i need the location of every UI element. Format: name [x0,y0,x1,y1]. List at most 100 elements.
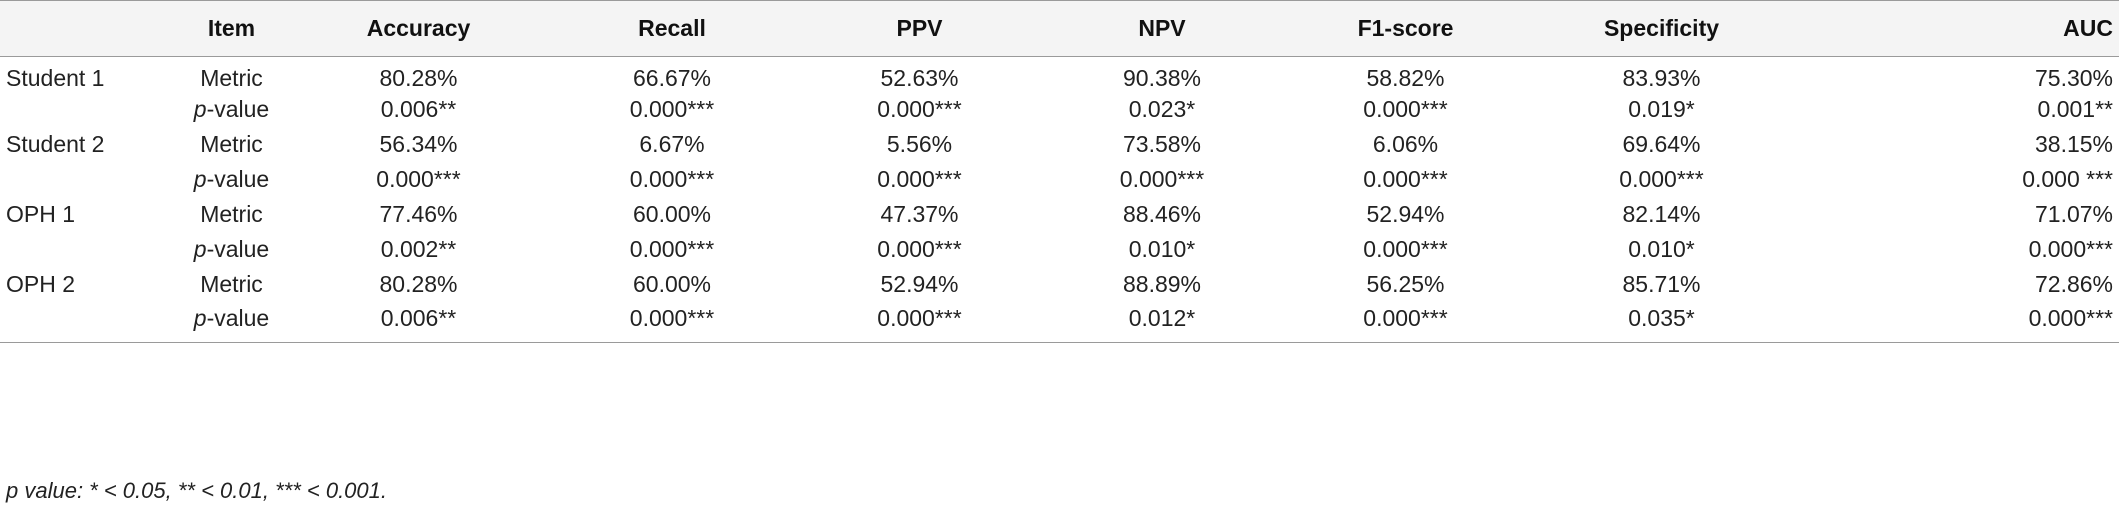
pvalue-cell: 0.023* [1128,96,1196,122]
pvalue-suffix: -value [206,96,270,122]
pvalue-cell: 0.019* [1628,96,1695,122]
pvalue-suffix: -value [206,305,270,332]
pvalue-cell: 0.000*** [1119,166,1205,192]
pvalue-cell: 0.000*** [376,166,461,192]
pvalue-cell: 0.006** [380,96,457,122]
group-name-empty [0,92,173,127]
metric-cell: 5.56% [886,131,953,157]
group-name-empty [0,302,173,343]
pvalue-cell: 0.035* [1529,302,1794,343]
pvalue-cell: 0.001** [2037,96,2113,122]
metric-cell: 80.28% [379,271,458,297]
item-label-metric: Metric [200,271,263,297]
metric-cell: 58.82% [1366,65,1445,91]
metric-cell: 60.00% [632,201,711,227]
pvalue-cell: 0.010* [1128,236,1196,262]
pvalue-cell: 0.012* [1042,302,1282,343]
table-row-pvalue: p-value 0.002** 0.000*** 0.000*** 0.010* 0.00… [0,232,2119,267]
pvalue-cell: 0.000*** [877,236,962,262]
metric-cell: 88.89% [1122,271,1201,297]
header-item: Item [173,0,290,57]
item-label-metric: Metric [200,65,263,91]
metric-cell: 77.46% [379,201,458,227]
pvalue-suffix: -value [206,236,270,262]
pvalue-prefix: p [193,96,207,122]
table-row-metric: OPH 2 Metric 80.28% 60.00% 52.94% 88.89% 56.25… [0,267,2119,302]
metric-cell: 71.07% [2034,201,2113,227]
metric-cell: 56.25% [1366,271,1445,297]
item-label-pvalue: p-value [173,92,290,127]
metric-cell: 52.94% [1366,201,1445,227]
metric-cell: 82.14% [1622,201,1701,227]
metric-cell: 6.67% [639,131,705,157]
metric-cell: 60.00% [632,271,711,297]
pvalue-cell: 0.000*** [629,96,715,122]
group-name: OPH 1 [6,201,76,227]
pvalue-cell: 0.000 *** [2022,166,2113,192]
group-name: Student 1 [6,65,105,91]
header-f1-score: F1-score [1282,0,1529,57]
metric-cell: 47.37% [880,201,959,227]
metric-cell: 38.15% [2034,131,2113,157]
pvalue-prefix: p [193,166,207,192]
metric-cell: 52.94% [880,271,959,297]
pvalue-cell: 0.000*** [2028,236,2113,262]
header-recall: Recall [547,0,797,57]
metric-cell: 85.71% [1622,271,1701,297]
group-name-empty [0,232,173,267]
metric-cell: 88.46% [1122,201,1201,227]
pvalue-cell: 0.000*** [547,302,797,343]
pvalue-cell: 0.000*** [1363,96,1448,122]
metric-cell: 72.86% [2034,271,2113,297]
table-footnote: p value: * < 0.05, ** < 0.01, *** < 0.00… [6,478,388,503]
table-row-pvalue: p-value 0.006** 0.000*** 0.000*** 0.012* 0.00… [0,302,2119,343]
table-row-metric: OPH 1 Metric 77.46% 60.00% 47.37% 88.46% 52.94… [0,197,2119,232]
pvalue-cell: 0.000*** [1794,302,2119,343]
group-name-empty [0,162,173,197]
metric-cell: 69.64% [1622,131,1701,157]
pvalue-cell: 0.000*** [629,166,715,192]
pvalue-cell: 0.000*** [797,302,1042,343]
pvalue-cell: 0.000*** [1363,166,1448,192]
header-specificity: Specificity [1529,0,1794,57]
metric-cell: 6.06% [1372,131,1439,157]
pvalue-cell: 0.000*** [877,166,962,192]
group-name: Student 2 [6,131,105,157]
item-label-pvalue: p-value [173,302,290,343]
item-label-pvalue: p-value [173,232,290,267]
results-table-container: Item Accuracy Recall PPV NPV F1-score Sp… [0,0,2119,343]
header-npv: NPV [1042,0,1282,57]
item-label-metric: Metric [200,131,263,157]
metric-cell: 90.38% [1122,65,1201,91]
table-row-metric: Student 1 Metric 80.28% 66.67% 52.63% 90.38% 5… [0,57,2119,93]
pvalue-suffix: -value [206,166,270,192]
pvalue-cell: 0.000*** [877,96,962,122]
metric-cell: 83.93% [1622,65,1701,91]
table-row-pvalue: p-value 0.006** 0.000*** 0.000*** 0.023* 0.00… [0,92,2119,127]
item-label-metric: Metric [200,201,263,227]
pvalue-cell: 0.000*** [1282,302,1529,343]
header-accuracy: Accuracy [290,0,547,57]
table-header-row: Item Accuracy Recall PPV NPV F1-score Sp… [0,0,2119,57]
pvalue-cell: 0.002** [380,236,457,262]
group-name: OPH 2 [6,271,76,297]
pvalue-cell: 0.000*** [629,236,715,262]
pvalue-cell: 0.010* [1628,236,1695,262]
pvalue-cell: 0.000*** [1619,166,1704,192]
header-group [0,0,173,57]
metric-cell: 80.28% [379,65,458,91]
pvalue-prefix: p [193,236,207,262]
metric-cell: 66.67% [632,65,711,91]
metric-cell: 73.58% [1122,131,1201,157]
item-label-pvalue: p-value [173,162,290,197]
pvalue-cell: 0.006** [290,302,547,343]
pvalue-prefix: p [193,305,207,332]
header-ppv: PPV [797,0,1042,57]
metric-cell: 75.30% [2034,65,2113,91]
header-auc: AUC [1794,0,2119,57]
table-row-metric: Student 2 Metric 56.34% 6.67% 5.56% 73.58% 6.0… [0,127,2119,162]
metric-cell: 56.34% [379,131,458,157]
table-row-pvalue: p-value 0.000*** 0.000*** 0.000*** 0.000*** 0… [0,162,2119,197]
metric-cell: 52.63% [880,65,959,91]
results-table: Item Accuracy Recall PPV NPV F1-score Sp… [0,0,2119,343]
